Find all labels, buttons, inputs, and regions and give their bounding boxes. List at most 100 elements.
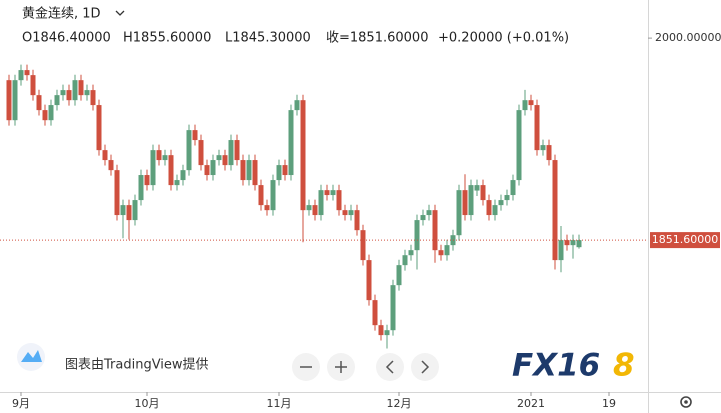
candle-body — [498, 200, 504, 206]
candle-body — [540, 145, 546, 151]
candle-body — [150, 150, 156, 186]
candle-body — [144, 175, 150, 186]
candle-body — [162, 155, 168, 161]
tradingview-badge[interactable]: 图表由TradingView提供 — [17, 343, 209, 373]
ohlc-high: H1855.60000 — [123, 31, 211, 46]
watermark: 图表由TradingView提供 — [65, 357, 209, 373]
gear-icon — [680, 396, 692, 408]
candle-body — [522, 100, 528, 111]
logo-text-accent: 8 — [613, 348, 635, 384]
candle-body — [168, 155, 174, 186]
candle-body — [576, 240, 582, 248]
candle-body — [324, 190, 330, 196]
candle-body — [564, 240, 570, 246]
gear-center — [684, 400, 688, 404]
candle-body — [312, 205, 318, 216]
candle-body — [216, 155, 222, 161]
settings-button[interactable] — [680, 396, 692, 408]
candle-body — [6, 80, 12, 121]
ohlc-low: L1845.30000 — [225, 31, 311, 46]
candle-body — [204, 165, 210, 176]
ohlc-close: 收=1851.60000 — [326, 31, 428, 46]
candle-body — [456, 190, 462, 236]
candle-body — [558, 240, 564, 261]
candle-body — [180, 170, 186, 181]
candle-body — [36, 95, 42, 111]
candle-body — [252, 160, 258, 186]
button-bg — [411, 353, 439, 381]
candle-body — [390, 285, 396, 331]
ohlc-open: O1846.40000 — [22, 31, 111, 46]
candle-body — [270, 180, 276, 211]
candle-body — [42, 110, 48, 121]
right-icon — [421, 360, 430, 374]
candle-body — [246, 160, 252, 181]
candle-body — [66, 90, 72, 101]
candle-body — [318, 190, 324, 216]
candle-body — [546, 145, 552, 161]
candle-body — [348, 210, 354, 216]
candle-body — [438, 250, 444, 256]
candle-body — [24, 70, 30, 76]
candle-body — [72, 80, 78, 101]
price-label: 1851.60000 — [652, 233, 718, 246]
title-menu-icon[interactable] — [115, 10, 125, 16]
badge-icon — [21, 350, 42, 362]
candle-body — [90, 90, 96, 106]
candle-body — [96, 105, 102, 151]
candle-body — [306, 205, 312, 211]
candle-body — [210, 160, 216, 176]
candle-body — [228, 140, 234, 166]
candle-body — [414, 220, 420, 251]
candle-body — [258, 185, 264, 206]
candle-body — [264, 205, 270, 211]
candle-body — [12, 80, 18, 121]
candle-body — [360, 230, 366, 261]
zoom-out-button[interactable] — [292, 353, 320, 381]
candle-body — [234, 140, 240, 161]
candle-body — [492, 205, 498, 216]
candle-body — [420, 215, 426, 221]
price-label-bg — [650, 232, 720, 249]
candle-body — [240, 160, 246, 181]
candle-body — [378, 325, 384, 336]
plus-icon — [335, 361, 347, 373]
x-tick-label: 9月 — [12, 397, 30, 410]
candle-body — [384, 330, 390, 336]
candle-body — [444, 245, 450, 256]
candle-body — [570, 240, 576, 246]
candle-body — [108, 160, 114, 171]
candle-body — [432, 210, 438, 251]
candle-body — [60, 90, 66, 96]
candle-body — [48, 105, 54, 121]
candle-body — [528, 100, 534, 106]
candle-body — [282, 165, 288, 176]
candle-body — [294, 100, 300, 111]
candle-body — [174, 180, 180, 186]
candle-body — [516, 110, 522, 181]
candle-body — [552, 160, 558, 261]
candle-body — [354, 210, 360, 231]
chart-title: 黄金连续, 1D — [22, 6, 101, 22]
candle-body — [186, 130, 192, 171]
candle-body — [402, 255, 408, 266]
x-tick-label: 19 — [602, 397, 616, 410]
candle-body — [462, 190, 468, 216]
candle-body — [78, 80, 84, 96]
candle-body — [504, 195, 510, 201]
x-tick-label: 11月 — [267, 397, 292, 410]
ohlc-change: +0.20000 (+0.01%) — [438, 31, 569, 46]
zoom-in-button[interactable] — [327, 353, 355, 381]
candle-body — [198, 140, 204, 166]
candle-body — [468, 185, 474, 216]
candle-body — [474, 185, 480, 191]
candle-body — [54, 95, 60, 106]
candle-body — [84, 90, 90, 96]
candle-body — [372, 300, 378, 326]
x-tick-label: 2021 — [517, 397, 545, 410]
scroll-left-button[interactable] — [376, 353, 404, 381]
x-tick-label: 10月 — [135, 397, 160, 410]
scroll-right-button[interactable] — [411, 353, 439, 381]
